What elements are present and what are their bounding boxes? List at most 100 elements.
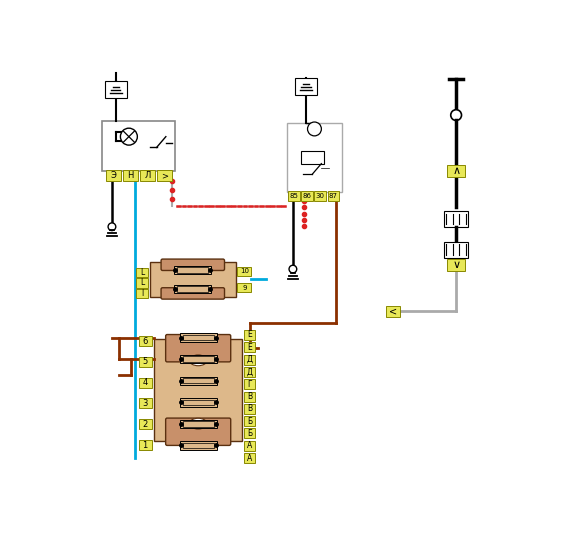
Bar (138, 420, 151, 429)
Bar (295, 78, 317, 95)
Bar (180, 398, 217, 406)
Bar (301, 151, 324, 164)
Bar (288, 191, 300, 201)
Text: 5: 5 (142, 357, 147, 366)
Bar (237, 283, 251, 292)
Bar (386, 306, 400, 317)
Bar (105, 81, 127, 98)
Text: 86: 86 (302, 193, 312, 199)
Circle shape (289, 265, 297, 273)
Bar (444, 211, 468, 227)
Text: Д: Д (247, 355, 252, 364)
Text: 6: 6 (142, 337, 147, 346)
Text: Е: Е (247, 343, 252, 352)
Bar (183, 399, 214, 405)
Bar (180, 377, 217, 385)
FancyBboxPatch shape (161, 259, 225, 270)
Bar (287, 123, 342, 192)
Bar (138, 357, 151, 367)
Bar (183, 443, 214, 448)
FancyBboxPatch shape (154, 339, 242, 441)
Text: 30: 30 (316, 193, 325, 199)
FancyBboxPatch shape (166, 334, 231, 362)
Bar (328, 191, 339, 201)
Text: Э: Э (111, 171, 116, 180)
Bar (136, 279, 148, 288)
Bar (314, 191, 326, 201)
Bar (180, 333, 217, 342)
Text: 2: 2 (142, 420, 147, 429)
Text: L: L (140, 268, 144, 276)
Ellipse shape (190, 355, 207, 366)
Bar (244, 404, 255, 414)
Bar (103, 121, 176, 171)
Bar (180, 441, 217, 450)
Bar (244, 354, 255, 365)
Text: А: А (247, 454, 252, 463)
Bar (136, 289, 148, 298)
Text: 9: 9 (242, 285, 247, 291)
Circle shape (108, 223, 116, 230)
Bar (183, 357, 214, 362)
Text: 10: 10 (240, 268, 249, 274)
Text: <: < (389, 306, 397, 317)
Bar (301, 191, 313, 201)
Bar (138, 378, 151, 388)
Text: 4: 4 (142, 378, 147, 387)
Bar (138, 440, 151, 450)
Bar (136, 268, 148, 277)
Circle shape (451, 109, 461, 120)
Text: Б: Б (247, 417, 252, 425)
Bar (123, 170, 138, 181)
Text: А: А (247, 441, 252, 450)
Text: Д: Д (247, 367, 252, 376)
Bar (244, 416, 255, 426)
Bar (447, 165, 465, 177)
Bar (244, 429, 255, 438)
Text: Л: Л (144, 171, 150, 180)
Ellipse shape (190, 418, 207, 429)
Circle shape (308, 122, 321, 136)
Text: I: I (141, 289, 143, 298)
Text: >: > (161, 171, 168, 180)
FancyBboxPatch shape (166, 418, 231, 446)
Bar (106, 170, 121, 181)
Bar (177, 267, 208, 273)
Bar (244, 453, 255, 463)
Ellipse shape (184, 289, 202, 293)
Text: 87: 87 (329, 193, 338, 199)
Bar (244, 441, 255, 451)
FancyBboxPatch shape (161, 288, 225, 299)
Text: В: В (247, 392, 252, 401)
Bar (175, 285, 211, 293)
Ellipse shape (184, 267, 202, 271)
Bar (244, 379, 255, 389)
Bar (180, 420, 217, 428)
Bar (244, 330, 255, 340)
Text: Н: Н (127, 171, 134, 180)
Bar (244, 391, 255, 402)
Bar (157, 170, 172, 181)
Bar (138, 398, 151, 409)
Text: Е: Е (247, 331, 252, 339)
FancyBboxPatch shape (150, 262, 236, 296)
Bar (444, 242, 468, 257)
Text: L: L (140, 279, 144, 287)
Text: 1: 1 (142, 441, 147, 449)
Text: Г: Г (247, 380, 252, 389)
Bar (183, 378, 214, 383)
Bar (183, 335, 214, 340)
Bar (244, 367, 255, 377)
Circle shape (120, 128, 137, 145)
Bar (175, 266, 211, 274)
Text: В: В (247, 404, 252, 414)
Bar (244, 342, 255, 352)
Text: Б: Б (247, 429, 252, 438)
Bar (180, 355, 217, 364)
Bar (447, 259, 465, 272)
Text: ∨: ∨ (452, 260, 460, 270)
Text: ∧: ∧ (452, 166, 460, 176)
Bar (140, 170, 155, 181)
Text: 85: 85 (290, 193, 298, 199)
Bar (138, 336, 151, 346)
